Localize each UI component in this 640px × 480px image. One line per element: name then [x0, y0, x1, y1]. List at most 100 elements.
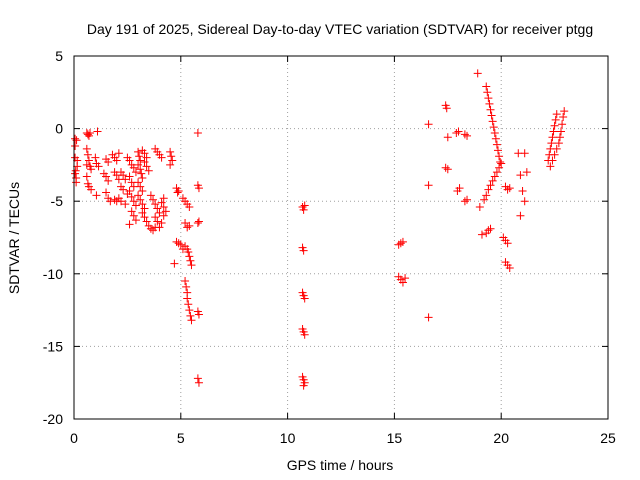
data-point — [184, 300, 193, 309]
data-point — [503, 185, 512, 194]
data-point — [134, 160, 143, 169]
data-point — [184, 248, 193, 257]
data-point — [455, 184, 464, 193]
y-axis-label: SDTVAR / TECUs — [6, 182, 22, 294]
data-point — [84, 156, 93, 165]
data-point — [495, 163, 504, 172]
data-point — [173, 188, 182, 197]
data-point — [174, 239, 183, 248]
data-point — [559, 112, 568, 121]
data-point — [490, 172, 499, 181]
data-point — [136, 156, 145, 165]
data-point — [151, 213, 160, 222]
data-point — [424, 120, 433, 129]
data-point — [129, 197, 138, 206]
data-point — [136, 165, 145, 174]
data-point — [424, 181, 433, 190]
data-point — [131, 216, 140, 225]
data-point — [157, 198, 166, 207]
data-point — [121, 200, 130, 209]
data-point — [194, 378, 203, 387]
data-point — [554, 139, 563, 148]
data-point — [82, 172, 91, 181]
data-point — [185, 252, 194, 261]
x-tick-label: 10 — [280, 430, 296, 446]
data-point — [454, 127, 463, 136]
data-point — [555, 133, 564, 142]
y-tick-label: -10 — [43, 266, 63, 282]
data-point — [463, 131, 472, 140]
data-point — [424, 313, 433, 322]
y-tick-label: 0 — [55, 121, 63, 137]
data-point — [140, 149, 149, 158]
data-point — [151, 200, 160, 209]
data-point — [142, 153, 151, 162]
data-point — [551, 115, 560, 124]
data-point — [520, 149, 529, 158]
data-point — [92, 191, 101, 200]
data-point — [194, 310, 203, 319]
data-point — [186, 311, 195, 320]
axis-ticks: 0 5 10 15 20 25 -20 -15 -10 -5 0 5 — [43, 48, 616, 446]
data-point — [187, 261, 196, 270]
data-point — [134, 178, 143, 187]
data-point — [86, 128, 95, 137]
data-point — [161, 207, 170, 216]
data-point — [549, 127, 558, 136]
data-point — [153, 204, 162, 213]
data-point — [146, 224, 155, 233]
data-point — [552, 144, 561, 153]
data-point — [394, 240, 403, 249]
data-point — [484, 226, 493, 235]
data-point — [83, 150, 92, 159]
data-point — [82, 160, 91, 169]
data-point — [443, 165, 452, 174]
data-point — [159, 211, 168, 220]
data-point — [452, 128, 461, 137]
data-point — [443, 133, 452, 142]
data-point — [516, 171, 525, 180]
x-tick-label: 5 — [177, 430, 185, 446]
data-point — [155, 208, 164, 217]
data-point — [398, 237, 407, 246]
data-point — [558, 120, 567, 129]
data-point — [71, 169, 80, 178]
data-point — [112, 156, 121, 165]
data-point — [131, 201, 140, 210]
x-axis-label: GPS time / hours — [287, 457, 394, 473]
data-point — [488, 117, 497, 126]
data-point — [487, 111, 496, 120]
data-point — [516, 211, 525, 220]
data-point — [185, 203, 194, 212]
data-point — [172, 237, 181, 246]
data-point — [138, 208, 147, 217]
data-point — [482, 82, 491, 91]
data-point — [155, 223, 164, 232]
data-point — [174, 187, 183, 196]
data-point — [93, 127, 102, 136]
data-points — [71, 69, 569, 390]
data-point — [396, 239, 405, 248]
data-point — [484, 94, 493, 103]
x-tick-label: 0 — [70, 430, 78, 446]
chart-title: Day 191 of 2025, Sidereal Day-to-day VTE… — [87, 21, 593, 37]
data-point — [300, 330, 309, 339]
data-point — [460, 197, 469, 206]
data-point — [136, 182, 145, 191]
data-point — [135, 152, 144, 161]
data-point — [186, 256, 195, 265]
data-point — [138, 200, 147, 209]
data-point — [144, 166, 153, 175]
data-point — [125, 156, 134, 165]
data-point — [73, 162, 82, 171]
data-point — [166, 147, 175, 156]
data-point — [134, 191, 143, 200]
data-point — [486, 224, 495, 233]
data-point — [490, 128, 499, 137]
data-point — [495, 152, 504, 161]
data-point — [546, 162, 555, 171]
data-point — [505, 184, 514, 193]
data-point — [505, 263, 514, 272]
data-point — [299, 205, 308, 214]
data-point — [497, 159, 506, 168]
